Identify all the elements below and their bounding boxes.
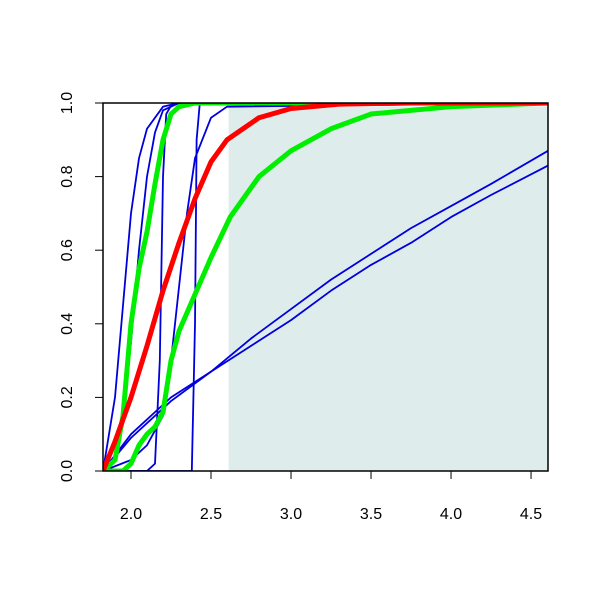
- x-tick-label: 3.0: [280, 506, 302, 523]
- cdf-line: [103, 103, 548, 471]
- cdf-line: [103, 103, 548, 471]
- cdf-line: [103, 103, 548, 471]
- cdf-line: [103, 103, 548, 471]
- y-tick-label: 0.8: [59, 165, 76, 187]
- x-tick-label: 2.0: [120, 506, 142, 523]
- axes: 2.0 2.5 3.0 3.5 4.0 4.5 0.0 0.2 0.4 0.6 0.8 1.0: [59, 92, 542, 523]
- y-tick-label: 0.6: [59, 239, 76, 261]
- y-tick-label: 0.0: [59, 460, 76, 482]
- plot-area: [103, 103, 548, 471]
- cdf-line: [103, 103, 548, 471]
- y-tick-label: 0.4: [59, 313, 76, 335]
- x-tick-label: 4.0: [440, 506, 462, 523]
- y-tick-label: 1.0: [59, 92, 76, 114]
- plot-frame: [102, 102, 549, 472]
- shaded-region: [228, 106, 548, 471]
- x-tick-label: 4.5: [520, 506, 542, 523]
- cdf-line: [103, 103, 548, 471]
- x-tick-label: 3.5: [360, 506, 382, 523]
- x-tick-label: 2.5: [200, 506, 222, 523]
- y-tick-label: 0.2: [59, 386, 76, 408]
